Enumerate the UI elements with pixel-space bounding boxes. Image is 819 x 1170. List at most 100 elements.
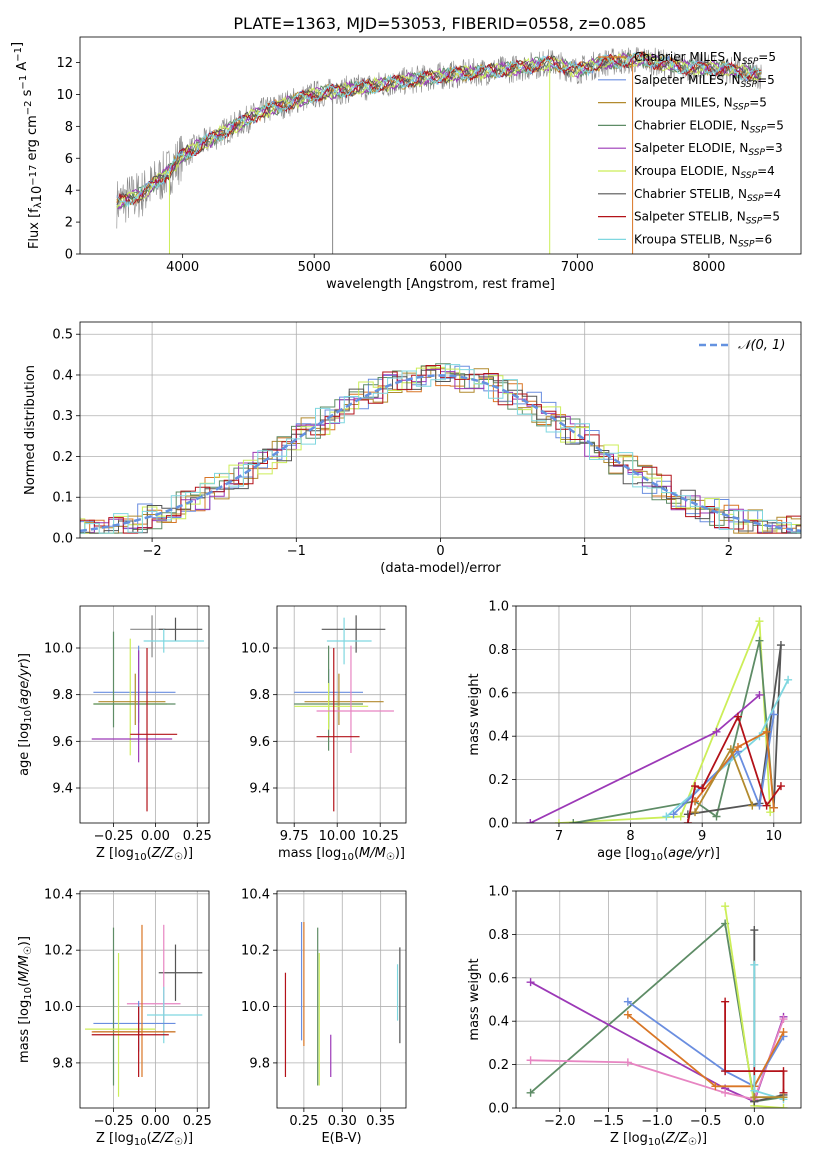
mass_vs_Z-ytick-label: 10.4 (44, 887, 73, 902)
weight-marker (569, 819, 578, 823)
mass_weight_vs_Z-ylabel: mass weight (467, 958, 482, 1040)
mass_vs_Z-ytick-label: 9.8 (52, 1056, 73, 1071)
residuals-ytick-label: 0.4 (52, 368, 73, 383)
errorbar-point (294, 683, 369, 730)
weight-marker (712, 812, 721, 821)
weight-marker (554, 819, 563, 823)
residuals-xtick-label: −1 (287, 544, 306, 559)
weight-marker (526, 819, 535, 823)
age_vs_Z-ylabel: age [log10(age/yr)] (17, 653, 34, 776)
mass_weight_vs_Z-plot-area (526, 902, 788, 1108)
residuals-xtick-label: 2 (725, 544, 733, 559)
legend-label: Kroupa MILES, NSSP=5 (634, 96, 767, 113)
mass_vs_Z-xlabel: Z [log10(Z/Z☉)] (96, 1131, 193, 1148)
weight-marker (779, 1015, 788, 1024)
errorbar-point (316, 648, 360, 812)
weight-line (687, 644, 782, 816)
mass_vs_ebv-ytick-label: 10.2 (241, 944, 270, 959)
spectrum-xtick-label: 6000 (429, 260, 462, 275)
mass_vs_Z-ylabel: mass [log10(M/M☉)] (17, 936, 34, 1063)
mass_vs_Z-label-part: ( (17, 982, 32, 987)
weight-marker (623, 997, 632, 1006)
legend-label: Salpeter ELODIE, NSSP=3 (634, 141, 783, 158)
age_vs_Z-xlabel: Z [log10(Z/Z☉)] (96, 846, 193, 863)
mass_vs_Z-label-part: Z [log (96, 1131, 134, 1146)
spectrum-ytick-label: 12 (56, 56, 73, 71)
weight-marker (776, 641, 785, 650)
spectrum-model-line (116, 52, 761, 209)
spectrum-ytick-label: 10 (56, 88, 73, 103)
residual-histogram (80, 364, 801, 534)
plots-layer: 4000 5000 6000 7000 8000024681012wavelength … (10, 36, 802, 1148)
weight-line (530, 921, 784, 1103)
errorbar-point (91, 924, 176, 1077)
residuals-xlabel: (data-model)/error (380, 561, 501, 576)
age_vs_Z-frame (79, 605, 210, 824)
spectrum-model-line (116, 50, 762, 206)
spectrum-ytick-label: 6 (65, 152, 73, 167)
legend-label: Salpeter STELIB, NSSP=5 (634, 210, 780, 227)
mass_weight_vs_Z-label-part: Z [log (610, 1131, 648, 1146)
mass_vs_ebv-axes: 0.25 0.30 0.35 9.8 10.0 10.2 10.4 (241, 887, 406, 1129)
spectrum-plot-area (116, 46, 762, 254)
mass_weight_vs_age-xlabel: age [log10(age/yr)] (597, 846, 720, 863)
weight-marker (755, 690, 764, 699)
weight-marker (750, 1067, 759, 1076)
mass_vs_Z-ytick-label: 10.2 (44, 944, 73, 959)
mass_weight_vs_Z-ytick-label: 0.4 (488, 1015, 509, 1030)
spectrum-xtick-label: 4000 (166, 260, 199, 275)
legend-label-part: SSP (747, 194, 764, 204)
age_vs_mass-ytick-label: 9.4 (249, 782, 270, 797)
figure-title: PLATE=1363, MJD=53053, FIBERID=0558, z=0… (233, 14, 646, 33)
weight-marker (733, 712, 742, 721)
mass_vs_Z-label-part: Z/Z (151, 1131, 175, 1146)
spectrum-ylabel-part: ] (10, 42, 25, 47)
legend-label-part: =5 (762, 210, 780, 224)
errorbar-point (304, 673, 384, 725)
age_vs_Z-xtick-label: 0.25 (183, 829, 212, 844)
age_vs_mass-label-part: mass [log (278, 846, 341, 861)
residuals-ylabel: Normed distribution (23, 365, 38, 495)
residuals-plot-area (80, 363, 801, 534)
age_vs_Z-axes: −0.25 0.00 0.25 9.4 9.6 9.8 10.0 (44, 606, 212, 844)
spectrum-xtick-label: 8000 (692, 260, 725, 275)
legend-label: 𝒩(0, 1) (738, 338, 785, 353)
weight-marker (726, 745, 735, 754)
mass_weight_vs_age-label-part: age [log (597, 846, 650, 861)
weight-marker (721, 1088, 730, 1097)
mass_vs_Z-label-part: ( (147, 1131, 152, 1146)
legend-label-part: Chabrier MILES, N (634, 50, 742, 64)
weight-marker (779, 1067, 788, 1076)
weight-marker (779, 1028, 788, 1037)
mass_vs_Z-label-part: ☉ (174, 1137, 183, 1148)
weight-line (627, 1014, 785, 1088)
weight-marker (623, 1010, 632, 1019)
spectrum-xtick-label: 7000 (561, 260, 594, 275)
weight-marker (623, 1058, 632, 1067)
mass_vs_ebv-xtick-label: 0.25 (289, 1114, 318, 1129)
mass_vs_Z-frame (79, 890, 210, 1109)
errorbar-point (91, 650, 173, 763)
mass_weight_vs_age-label-part: 10 (650, 852, 663, 863)
age_vs_mass-xtick-label: 10.00 (319, 829, 356, 844)
age_vs_mass-xlabel: mass [log10(M/M☉)] (278, 846, 405, 863)
legend-label-part: =5 (766, 118, 784, 132)
weight-marker (711, 1082, 720, 1091)
spectrum-ylabel-part: −17 (28, 165, 39, 186)
mass_vs_Z-xtick-label: 0.25 (183, 1114, 212, 1129)
spectrum-ylabel-part: λ (33, 202, 44, 208)
mass_vs_ebv-ytick-label: 10.0 (241, 1000, 270, 1015)
spectrum-ylabel-part: −2 (23, 100, 34, 115)
mass_vs_ebv-plot-area (284, 922, 401, 1086)
mass_weight_vs_age-ytick-label: 0.4 (488, 730, 509, 745)
mass_weight_vs_age-xtick-label: 10 (766, 829, 783, 844)
age_vs_mass-label-part: )] (395, 846, 405, 861)
spectrum-ylabel: Flux [fλ10−17 erg cm−2 s−1 A−1] (10, 42, 45, 249)
weight-line (687, 714, 782, 823)
mass_weight_vs_age-xtick-label: 9 (698, 829, 706, 844)
errorbar-point (321, 615, 386, 653)
spectrum-ytick-label: 4 (65, 184, 73, 199)
age_vs_Z-label-part: age [log (17, 723, 32, 776)
age_vs_Z-label-part: ☉ (174, 852, 183, 863)
age_vs_mass-ytick-label: 9.6 (249, 735, 270, 750)
